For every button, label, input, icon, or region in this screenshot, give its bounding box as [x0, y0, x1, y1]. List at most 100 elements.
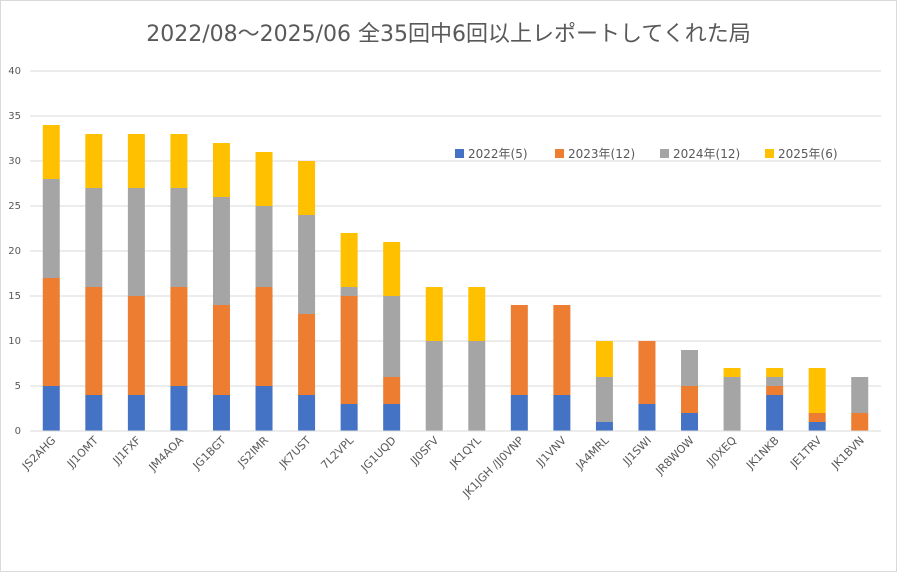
bar-JM4AOA-series-2	[170, 188, 188, 287]
y-tick-label-5: 5	[15, 381, 21, 392]
bar-JA4MRL-series-0	[595, 422, 613, 431]
bar-JK1NKB-series-3	[766, 368, 784, 377]
x-tick-label-10: JK1QYL	[446, 433, 484, 471]
y-tick-label-30: 30	[8, 156, 21, 167]
bar-JJ0SFV-series-3	[425, 287, 443, 341]
y-tick-label-35: 35	[8, 111, 21, 122]
bar-JR8WOW-series-1	[681, 386, 699, 413]
bar-JK1QYL-series-3	[468, 287, 486, 341]
bar-JJ0SFV-series-2	[425, 341, 443, 431]
bar-JG1BGT-series-0	[212, 395, 230, 431]
bar-JK1JGH-JJ0VNP-series-0	[510, 395, 528, 431]
y-tick-label-20: 20	[8, 246, 21, 257]
bar-JS2AHG-series-1	[42, 278, 60, 386]
bar-JK7UST-series-2	[298, 215, 316, 314]
bar-JM4AOA-series-3	[170, 134, 188, 188]
legend-label-1: 2023年(12)	[568, 147, 635, 161]
bar-7L2VPL-series-3	[340, 233, 358, 287]
bar-JJ1VNV-series-1	[553, 305, 571, 395]
y-tick-label-15: 15	[8, 291, 21, 302]
bar-JG1BGT-series-1	[212, 305, 230, 395]
y-tick-label-0: 0	[15, 426, 21, 437]
x-tick-label-6: JK7UST	[276, 434, 314, 472]
bar-JR8WOW-series-2	[681, 350, 699, 386]
bar-JS2IMR-series-2	[255, 206, 273, 287]
bar-JS2AHG-series-2	[42, 179, 60, 278]
bar-JG1UQD-series-3	[383, 242, 401, 296]
bar-JM4AOA-series-1	[170, 287, 188, 386]
bar-7L2VPL-series-0	[340, 404, 358, 431]
bar-JK1BVN-series-1	[851, 413, 869, 431]
bar-JK1QYL-series-2	[468, 341, 486, 431]
x-tick-label-0: JS2AHG	[19, 434, 58, 473]
x-tick-label-13: JA4MRL	[573, 433, 612, 472]
gridlines	[30, 70, 881, 432]
legend-swatch-1	[555, 149, 564, 158]
x-tick-label-16: JJ0XEQ	[703, 434, 739, 470]
bar-JK7UST-series-1	[298, 314, 316, 395]
bar-JJ1OMT-series-2	[85, 188, 103, 287]
bar-JS2IMR-series-1	[255, 287, 273, 386]
bar-JJ1SWI-series-0	[638, 404, 656, 431]
bar-JG1BGT-series-3	[212, 143, 230, 197]
bar-JJ1OMT-series-3	[85, 134, 103, 188]
bar-JM4AOA-series-0	[170, 386, 188, 431]
y-tick-label-40: 40	[8, 66, 21, 77]
bar-JG1UQD-series-0	[383, 404, 401, 431]
bar-JJ1FXF-series-1	[127, 296, 145, 395]
legend-swatch-0	[455, 149, 464, 158]
bar-JJ1SWI-series-1	[638, 341, 656, 404]
y-tick-label-25: 25	[8, 201, 21, 212]
legend-label-2: 2024年(12)	[673, 147, 740, 161]
x-tick-label-17: JK1NKB	[743, 434, 782, 473]
legend-label-3: 2025年(6)	[778, 147, 838, 161]
bar-JS2IMR-series-3	[255, 152, 273, 206]
legend-swatch-3	[765, 149, 774, 158]
legend-label-0: 2022年(5)	[468, 147, 528, 161]
bar-JK7UST-series-0	[298, 395, 316, 431]
x-tick-label-19: JK1BVN	[828, 434, 866, 472]
bar-JJ1OMT-series-0	[85, 395, 103, 431]
bar-JS2IMR-series-0	[255, 386, 273, 431]
x-tick-label-9: JJ0SFV	[407, 434, 442, 469]
bar-7L2VPL-series-1	[340, 296, 358, 404]
bar-JJ1FXF-series-0	[127, 395, 145, 431]
bar-7L2VPL-series-2	[340, 287, 358, 296]
x-tick-label-8: JG1UQD	[358, 434, 399, 475]
bar-JK1JGH-JJ0VNP-series-1	[510, 305, 528, 395]
bar-JE1TRV-series-3	[808, 368, 826, 413]
x-tick-label-5: JS2IMR	[235, 434, 272, 471]
chart-title: 2022/08～2025/06 全35回中6回以上レポートしてくれた局	[146, 22, 751, 47]
bar-JR8WOW-series-0	[681, 413, 699, 431]
bar-JE1TRV-series-0	[808, 422, 826, 431]
bar-JG1BGT-series-2	[212, 197, 230, 305]
y-tick-label-10: 10	[8, 336, 21, 347]
bar-JK7UST-series-3	[298, 161, 316, 215]
bar-JG1UQD-series-2	[383, 296, 401, 377]
x-tick-label-14: JJ1SWI	[620, 434, 654, 468]
bar-JK1NKB-series-2	[766, 377, 784, 386]
x-tick-label-1: JJ1OMT	[64, 434, 101, 471]
bar-JK1NKB-series-1	[766, 386, 784, 395]
bar-JJ0XEQ-series-2	[723, 377, 741, 431]
x-tick-label-4: JG1BGT	[190, 434, 229, 473]
bar-JJ1FXF-series-3	[127, 134, 145, 188]
legend: 2022年(5) 2023年(12) 2024年(12) 2025年(6)	[455, 147, 838, 161]
x-tick-label-7: 7L2VPL	[318, 433, 356, 471]
x-tick-label-3: JM4AOA	[146, 434, 187, 475]
bar-JJ1OMT-series-1	[85, 287, 103, 395]
bar-JJ1VNV-series-0	[553, 395, 571, 431]
x-tick-label-18: JE1TRV	[787, 434, 824, 471]
bar-JJ1FXF-series-2	[127, 188, 145, 296]
bar-JK1BVN-series-2	[851, 377, 869, 413]
x-tick-label-12: JJ1VNV	[533, 434, 569, 470]
bar-JK1NKB-series-0	[766, 395, 784, 431]
bar-JA4MRL-series-2	[595, 377, 613, 422]
bar-JA4MRL-series-3	[595, 341, 613, 377]
bar-JG1UQD-series-1	[383, 377, 401, 404]
bar-JJ0XEQ-series-3	[723, 368, 741, 377]
legend-swatch-2	[660, 149, 669, 158]
bars	[42, 125, 869, 431]
